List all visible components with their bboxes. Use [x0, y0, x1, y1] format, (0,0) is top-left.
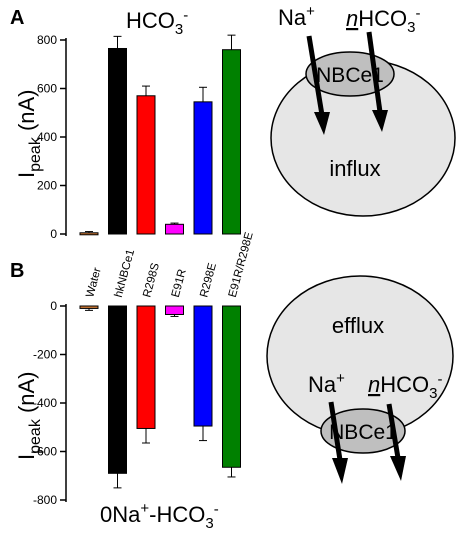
bar-water: [79, 232, 99, 236]
category-label: Water: [84, 266, 103, 298]
chart-a-title: HCO3-: [126, 7, 188, 38]
influx-label: influx: [329, 156, 380, 181]
chart-b-ylabel: Ipeak (nA): [14, 371, 44, 460]
y-tick-label: -600: [33, 445, 57, 459]
panel-label-b: B: [10, 260, 24, 282]
y-tick-label: -400: [33, 396, 57, 410]
y-tick-label: -200: [33, 348, 57, 362]
bar-r298e: [193, 305, 213, 427]
bar-r298s: [136, 305, 156, 429]
bar-e91r: [165, 223, 184, 235]
bar-e91r-r298e: [222, 305, 241, 468]
bar-hknbce1: [108, 47, 127, 235]
arrow-a-hco3: [366, 31, 383, 113]
y-tick-label: 200: [37, 179, 57, 193]
arrow-b-na-head: [332, 458, 348, 484]
arrow-b-na: [328, 401, 343, 461]
bar-e91r: [165, 305, 184, 315]
y-tick-label: 600: [37, 82, 57, 96]
chart-a: 0 200 400 600 800: [37, 33, 241, 241]
y-tick-label: 800: [37, 33, 57, 47]
bar-r298s: [136, 95, 156, 235]
category-label: E91R: [170, 268, 189, 299]
transporter-a-label: NBCe1: [316, 64, 384, 87]
category-label: R298E: [198, 261, 219, 298]
category-labels: Water hkNBCe1 R298S E91R R298E E91R/R298E: [84, 231, 256, 299]
bar-e91r-r298e: [222, 49, 241, 235]
category-label: R298S: [141, 261, 162, 298]
diagram-a: NBCe1 Na+ nHCO3- influx: [270, 3, 456, 217]
arrow-a-na: [306, 35, 325, 116]
arrow-a-hco3-head: [372, 110, 388, 132]
y-tick-label: 400: [37, 130, 57, 144]
category-label: hkNBCe1: [113, 248, 137, 299]
arrow-a-na-head: [314, 112, 330, 135]
y-tick-label: 0: [50, 299, 57, 313]
bar-hknbce1: [108, 305, 127, 474]
chart-b-title: 0Na+-HCO3-: [100, 500, 219, 532]
bar-water: [79, 305, 99, 309]
hco3-label-b: nHCO3-: [368, 371, 442, 402]
transporter-b: [320, 408, 406, 454]
chart-a-ylabel: Ipeak (nA): [14, 89, 44, 178]
efflux-label: efflux: [332, 313, 384, 338]
arrow-b-hco3: [386, 403, 401, 459]
bar-r298e: [193, 101, 213, 235]
chart-b: 0 -200 -400 -600 -800: [33, 299, 241, 507]
y-tick-label: 0: [50, 227, 57, 241]
na-label-a: Na+: [278, 3, 315, 30]
y-tick-label: -800: [33, 493, 57, 507]
hco3-label-a: nHCO3-: [346, 5, 420, 36]
panel-label-a: A: [10, 7, 24, 29]
arrow-b-hco3-head: [390, 456, 406, 481]
category-label: E91R/R298E: [227, 231, 256, 299]
diagram-b: NBCe1 efflux Na+ nHCO3-: [266, 275, 454, 484]
transporter-b-label: NBCe1: [329, 421, 397, 444]
na-label-b: Na+: [308, 370, 345, 397]
